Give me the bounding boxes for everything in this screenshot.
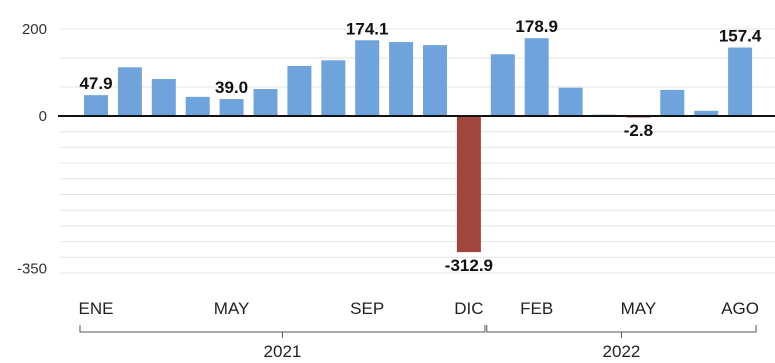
bar <box>558 87 583 116</box>
y-tick-label: 200 <box>22 21 47 38</box>
y-tick-label: -350 <box>17 260 47 277</box>
bar <box>253 89 278 116</box>
x-tick-label: ENE <box>79 299 114 318</box>
year-bracket <box>486 325 757 333</box>
y-tick-label: 0 <box>39 108 47 125</box>
year-label: 2021 <box>264 342 302 361</box>
data-label: 47.9 <box>79 74 112 93</box>
x-tick-label: SEP <box>350 299 384 318</box>
data-label: 39.0 <box>215 78 248 97</box>
bar <box>321 60 346 116</box>
bar <box>355 40 380 117</box>
bar <box>456 116 481 253</box>
bar <box>117 67 142 116</box>
bar <box>219 99 244 116</box>
data-label: -312.9 <box>445 256 493 275</box>
bar <box>524 38 549 117</box>
data-label: -2.8 <box>624 121 653 140</box>
data-label: 174.1 <box>346 19 389 38</box>
x-tick-label: MAY <box>621 299 657 318</box>
bar <box>287 65 312 116</box>
bar <box>423 45 447 116</box>
bar <box>389 42 414 116</box>
x-tick-label: AGO <box>721 299 759 318</box>
year-bracket <box>79 325 486 333</box>
x-tick-label: MAY <box>214 299 250 318</box>
bar <box>84 95 108 116</box>
data-label: 157.4 <box>719 27 762 46</box>
x-tick-label: FEB <box>520 299 553 318</box>
bar <box>660 89 685 116</box>
bar <box>694 110 719 116</box>
bar <box>151 79 176 116</box>
data-label: 178.9 <box>515 17 558 36</box>
x-tick-label: DIC <box>454 299 483 318</box>
bar <box>490 54 515 116</box>
bar <box>728 47 753 116</box>
bar <box>185 96 210 116</box>
year-label: 2022 <box>603 342 641 361</box>
